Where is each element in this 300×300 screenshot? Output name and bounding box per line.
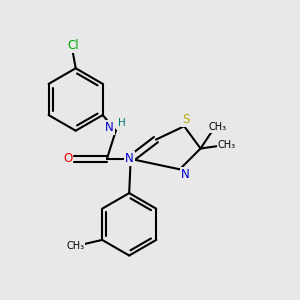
Text: CH₃: CH₃ (218, 140, 236, 150)
Text: S: S (182, 113, 189, 126)
Text: N: N (125, 152, 134, 165)
Text: H: H (118, 118, 126, 128)
Text: Cl: Cl (67, 39, 79, 52)
Text: CH₃: CH₃ (209, 122, 227, 132)
Text: N: N (105, 121, 114, 134)
Text: N: N (181, 168, 189, 181)
Text: O: O (63, 152, 72, 165)
Text: CH₃: CH₃ (66, 241, 85, 251)
